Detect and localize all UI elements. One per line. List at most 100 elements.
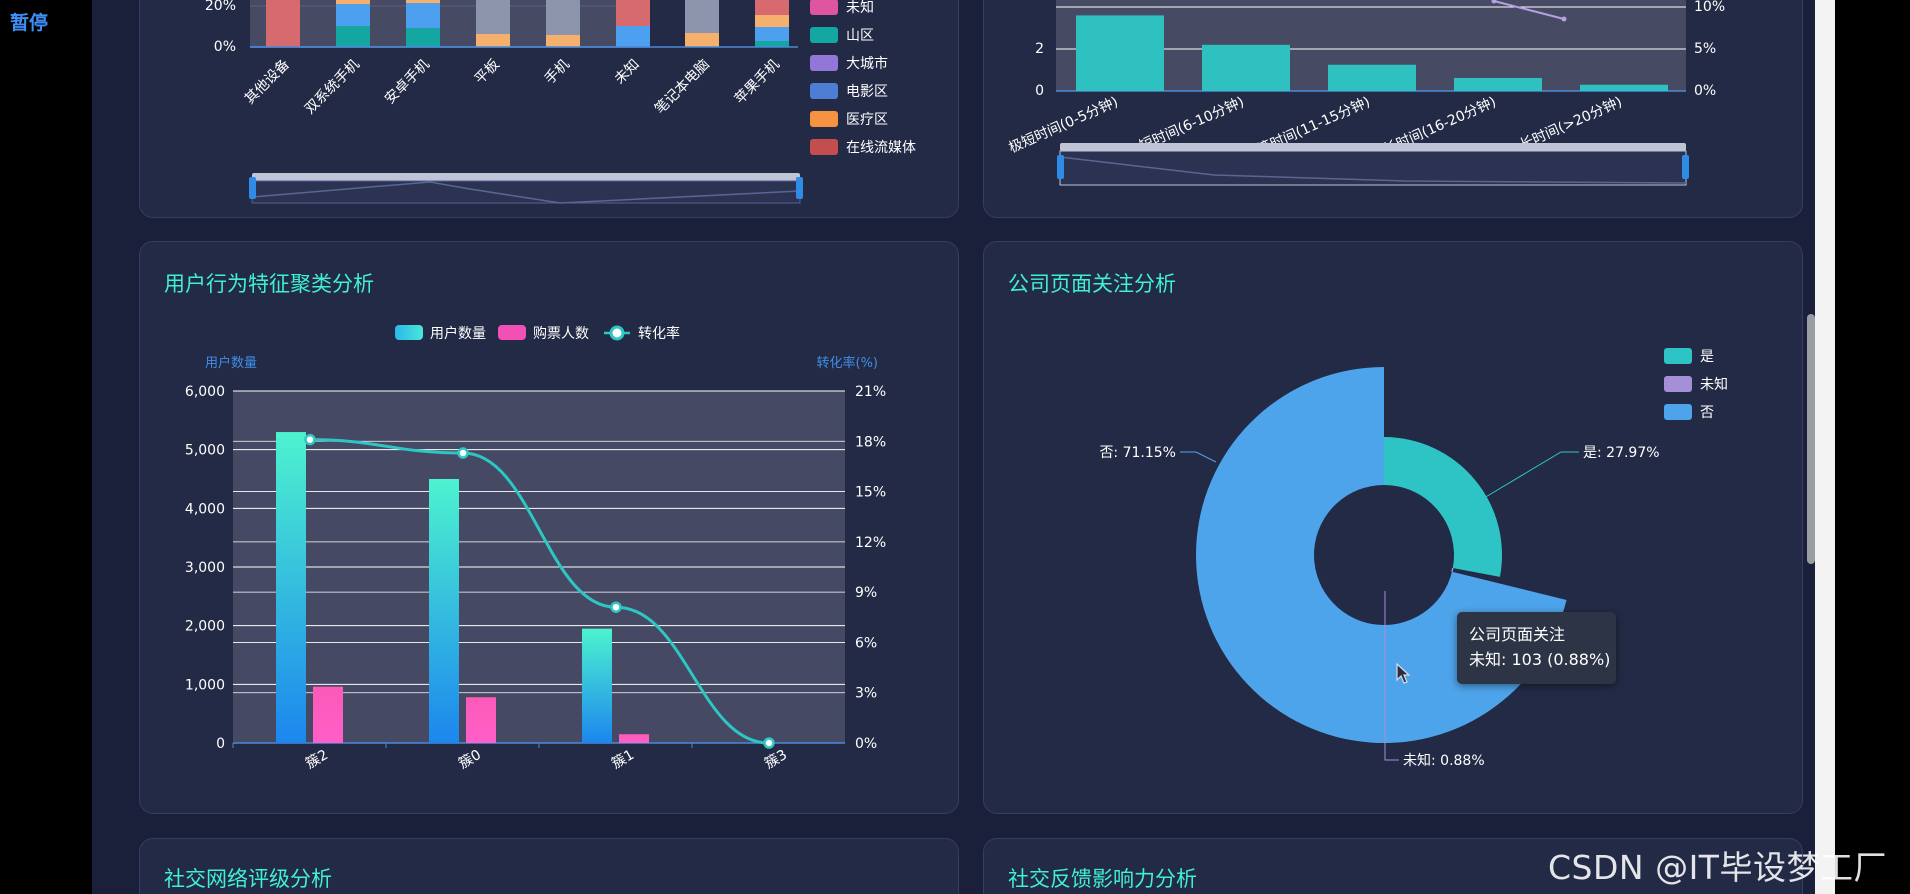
y2-tick-label: 15% [855, 485, 886, 501]
legend-label: 未知 [846, 0, 874, 16]
duration-bar [1580, 84, 1668, 91]
x-tick-label: 手机 [542, 57, 573, 88]
y2-tick-label: 5% [1694, 41, 1716, 57]
y-tick-label: 1,000 [185, 677, 225, 693]
watermark-text: CSDN @IT毕设梦工厂 [1548, 848, 1887, 887]
legend-label: 山区 [846, 28, 874, 44]
bar-user-count [276, 432, 306, 743]
cluster-legend: 用户数量 购票人数 转化率 [395, 325, 680, 342]
pie-slices [1196, 366, 1567, 743]
bar-segment [336, 26, 370, 47]
y-tick-label: 2 [1035, 41, 1044, 57]
pie-label-lines [1180, 451, 1579, 761]
x-tick-label: 安卓手机 [382, 57, 433, 108]
cluster-bars [232, 432, 693, 748]
bar-segment [406, 3, 440, 28]
y-tick-label: 6,000 [185, 384, 225, 400]
vertical-scrollbar[interactable] [1815, 0, 1835, 894]
device-datazoom-slider[interactable] [249, 173, 803, 204]
pause-button[interactable]: 暂停 [10, 12, 49, 34]
social-rating-panel: 社交网络评级分析 [139, 838, 959, 894]
device-legend: 未知 山区 大城市 电影区 医疗区 在线流媒体 [810, 0, 916, 156]
social-feedback-panel: 社交反馈影响力分析 [983, 838, 1803, 894]
y2-tick-label: 18% [855, 434, 886, 450]
duration-chart-svg: 2 0 10% 5% 0% 极短时间(0-5分钟) 短时间(6-10分钟) 中等… [1006, 0, 1725, 186]
right-black-strip [1835, 0, 1910, 894]
y-tick-label: 0 [216, 736, 225, 752]
legend-label: 医疗区 [846, 112, 888, 128]
bar-user-count [429, 479, 459, 743]
y2-tick-label: 12% [855, 535, 886, 551]
y2-axis-name: 转化率(%) [817, 355, 879, 371]
device-bars-cont [685, 0, 789, 47]
cluster-analysis-panel: 用户行为特征聚类分析 用户数量 购票人数 转化率 用户数量 [139, 241, 959, 814]
x-tick-label: 其他设备 [241, 56, 293, 108]
y-tick-label: 3,000 [185, 560, 225, 576]
pie-slice [1196, 366, 1567, 743]
legend-buyers: 购票人数 [533, 326, 589, 342]
legend-label: 大城市 [846, 55, 888, 72]
bar-buyer-count [313, 686, 343, 743]
legend-label: 未知 [1700, 376, 1728, 393]
bar-segment [336, 0, 370, 4]
x-tick-label: 笔记本电脑 [652, 57, 713, 118]
attention-legend: 是 未知 否 [1664, 348, 1728, 421]
device-type-panel: 20% 0% 其 [139, 0, 959, 218]
duration-bar [1454, 77, 1542, 91]
y2-tick-label: 9% [855, 585, 877, 601]
y-tick-label: 0% [214, 39, 236, 55]
y-tick-label: 2,000 [185, 619, 225, 635]
y-tick-label: 20% [205, 0, 236, 14]
chart-tooltip: 公司页面关注 未知: 103 (0.88%) [1457, 612, 1616, 684]
pie-slice [1451, 567, 1454, 572]
x-tick-label: 簇3 [762, 747, 790, 772]
x-tick-label: 未知 [611, 56, 643, 88]
legend-swatch-buyers [498, 325, 526, 340]
y2-tick-label: 6% [855, 635, 877, 651]
y-axis-name: 用户数量 [205, 355, 257, 371]
x-tick-label: 簇0 [456, 747, 484, 772]
rate-point [610, 601, 622, 613]
bar-buyer-count [466, 697, 496, 743]
mouse-cursor-icon [1396, 663, 1411, 684]
rate-point [1491, 0, 1497, 4]
legend-swatch-unknown [1664, 376, 1692, 392]
cluster-x-labels: 簇2 簇0 簇1 簇3 [303, 747, 790, 772]
duration-bar [1202, 44, 1290, 91]
conversion-rate-line [309, 438, 770, 745]
rate-point [304, 433, 316, 446]
panel-title: 社交反馈影响力分析 [1008, 867, 1197, 891]
scrollbar-thumb[interactable] [1807, 314, 1815, 564]
device-chart-svg: 20% 0% 其 [205, 0, 916, 204]
bar-segment [406, 0, 440, 3]
tooltip-value: 未知: 103 (0.88%) [1469, 650, 1611, 669]
bar-segment [406, 28, 440, 47]
attention-chart-svg: 是 未知 否 是: 27.97% 未知: 0.88% 否: 71.15% [1099, 348, 1728, 769]
y2-tick-label: 0% [1694, 83, 1716, 99]
x-tick-label: 簇1 [609, 747, 637, 772]
duration-panel: 2 0 10% 5% 0% 极短时间(0-5分钟) 短时间(6-10分钟) 中等… [983, 0, 1803, 218]
bar-segment [616, 0, 650, 26]
pie-label-unknown: 未知: 0.88% [1403, 752, 1485, 769]
bar-segment [476, 34, 510, 47]
duration-datazoom-slider[interactable] [1057, 143, 1689, 186]
panel-title: 用户行为特征聚类分析 [164, 272, 374, 296]
legend-swatch-no [1664, 404, 1692, 420]
bar-segment [616, 26, 650, 47]
legend-rate: 转化率 [638, 325, 680, 342]
rate-point [457, 447, 469, 459]
cluster-chart-svg: 用户数量 购票人数 转化率 用户数量 转化率(%) 0 1,000 2,000 3,0… [185, 325, 886, 772]
bar-segment [476, 0, 510, 34]
legend-swatch-yes [1664, 348, 1692, 364]
rate-point [1561, 16, 1567, 22]
tooltip-title: 公司页面关注 [1469, 625, 1566, 644]
x-tick-label: 双系统手机 [302, 57, 363, 118]
left-black-strip: 暂停 [0, 0, 92, 894]
bar-segment [336, 4, 370, 26]
y2-tick-label: 0% [855, 736, 877, 752]
x-tick-label: 平板 [472, 57, 503, 88]
device-x-labels: 其他设备 双系统手机 安卓手机 平板 手机 未知 笔记本电脑 苹果手机 [241, 56, 783, 118]
duration-bar [1328, 64, 1416, 91]
y2-tick-label: 3% [855, 686, 877, 702]
bar-other-device [266, 0, 300, 47]
